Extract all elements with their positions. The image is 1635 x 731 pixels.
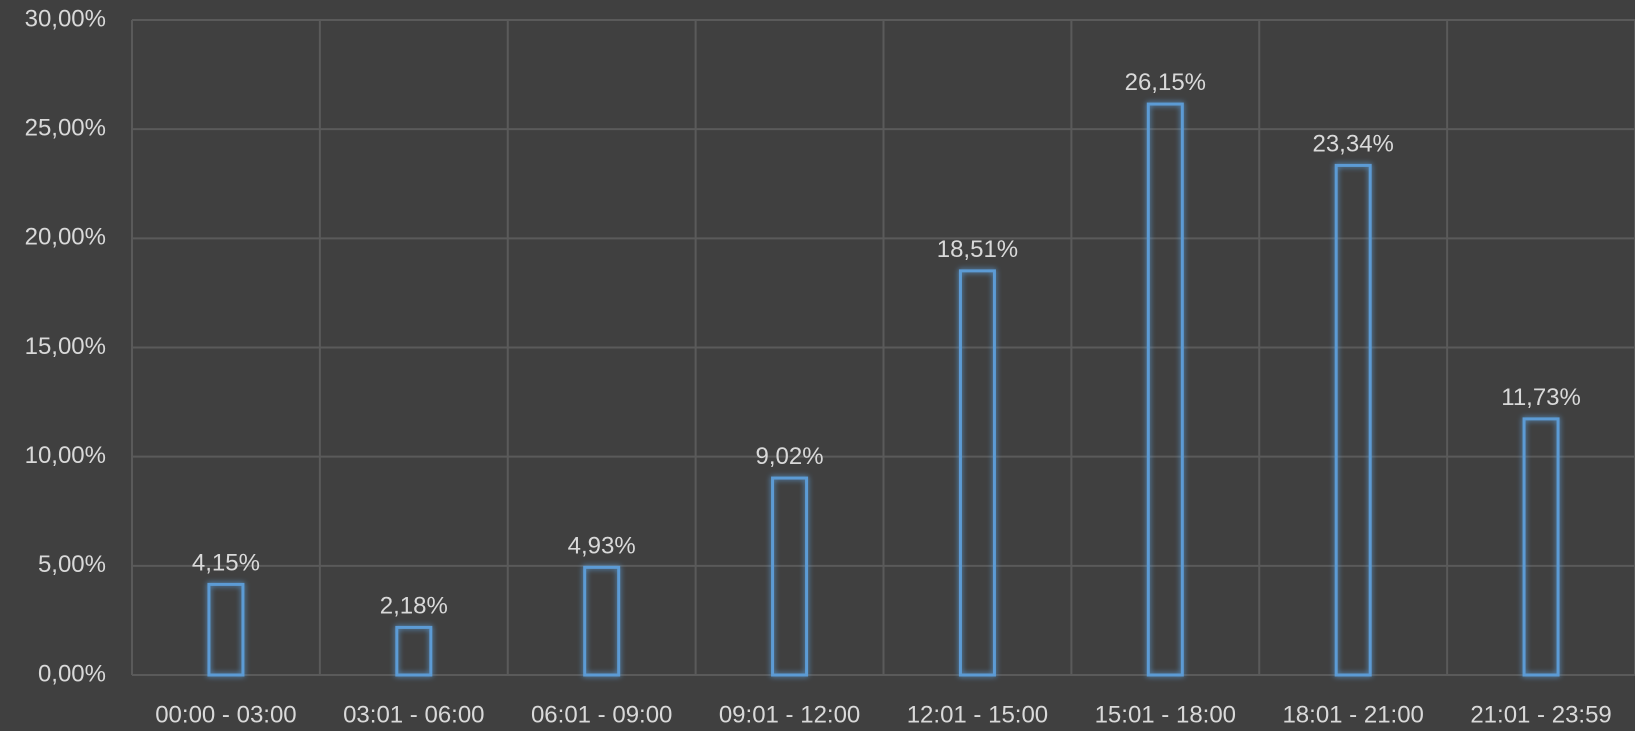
x-axis-tick-label: 12:01 - 15:00 — [907, 701, 1048, 728]
x-axis-tick-label: 00:00 - 03:00 — [155, 701, 296, 728]
bar — [207, 582, 245, 677]
bar-data-label: 26,15% — [1125, 69, 1206, 96]
y-axis-tick-label: 30,00% — [25, 5, 106, 32]
y-axis-tick-label: 15,00% — [25, 333, 106, 360]
x-axis-tick-label: 09:01 - 12:00 — [719, 701, 860, 728]
x-axis-tick-label: 15:01 - 18:00 — [1095, 701, 1236, 728]
bar-data-label: 11,73% — [1501, 384, 1581, 411]
bar-data-label: 2,18% — [380, 592, 448, 619]
bar-data-label: 23,34% — [1312, 130, 1393, 157]
bar — [583, 565, 621, 677]
y-axis-tick-label: 20,00% — [25, 224, 106, 251]
x-axis-tick-label: 18:01 - 21:00 — [1282, 701, 1423, 728]
y-axis-tick-label: 5,00% — [38, 551, 106, 578]
bars — [207, 102, 1560, 677]
y-axis-tick-label: 0,00% — [38, 660, 106, 687]
y-axis-tick-label: 25,00% — [25, 115, 106, 142]
bar — [1522, 417, 1560, 677]
x-axis-tick-label: 21:01 - 23:59 — [1470, 701, 1611, 728]
bar-data-label: 18,51% — [937, 236, 1018, 263]
bar-data-label: 4,15% — [192, 549, 260, 576]
y-axis-ticks: 0,00% 5,00% 10,00% 15,00% 20,00% 25,00% 30,00% — [25, 5, 106, 687]
x-axis-ticks: 00:00 - 03:00 03:01 - 06:00 06:01 - 09:00 0… — [155, 701, 1612, 728]
gridlines — [131, 19, 1635, 676]
bar — [395, 625, 433, 677]
bar — [1146, 102, 1184, 677]
bar — [771, 476, 809, 677]
y-axis-tick-label: 10,00% — [25, 442, 106, 469]
bar — [1334, 163, 1372, 677]
bar-data-label: 9,02% — [756, 443, 824, 470]
x-axis-tick-label: 06:01 - 09:00 — [531, 701, 672, 728]
x-axis-tick-label: 03:01 - 06:00 — [343, 701, 484, 728]
bar-data-label: 4,93% — [568, 532, 636, 559]
data-labels: 4,15% 2,18% 4,93% 9,02% 18,51% 26,15% 23,34% 11… — [192, 69, 1581, 619]
bar — [958, 269, 996, 677]
